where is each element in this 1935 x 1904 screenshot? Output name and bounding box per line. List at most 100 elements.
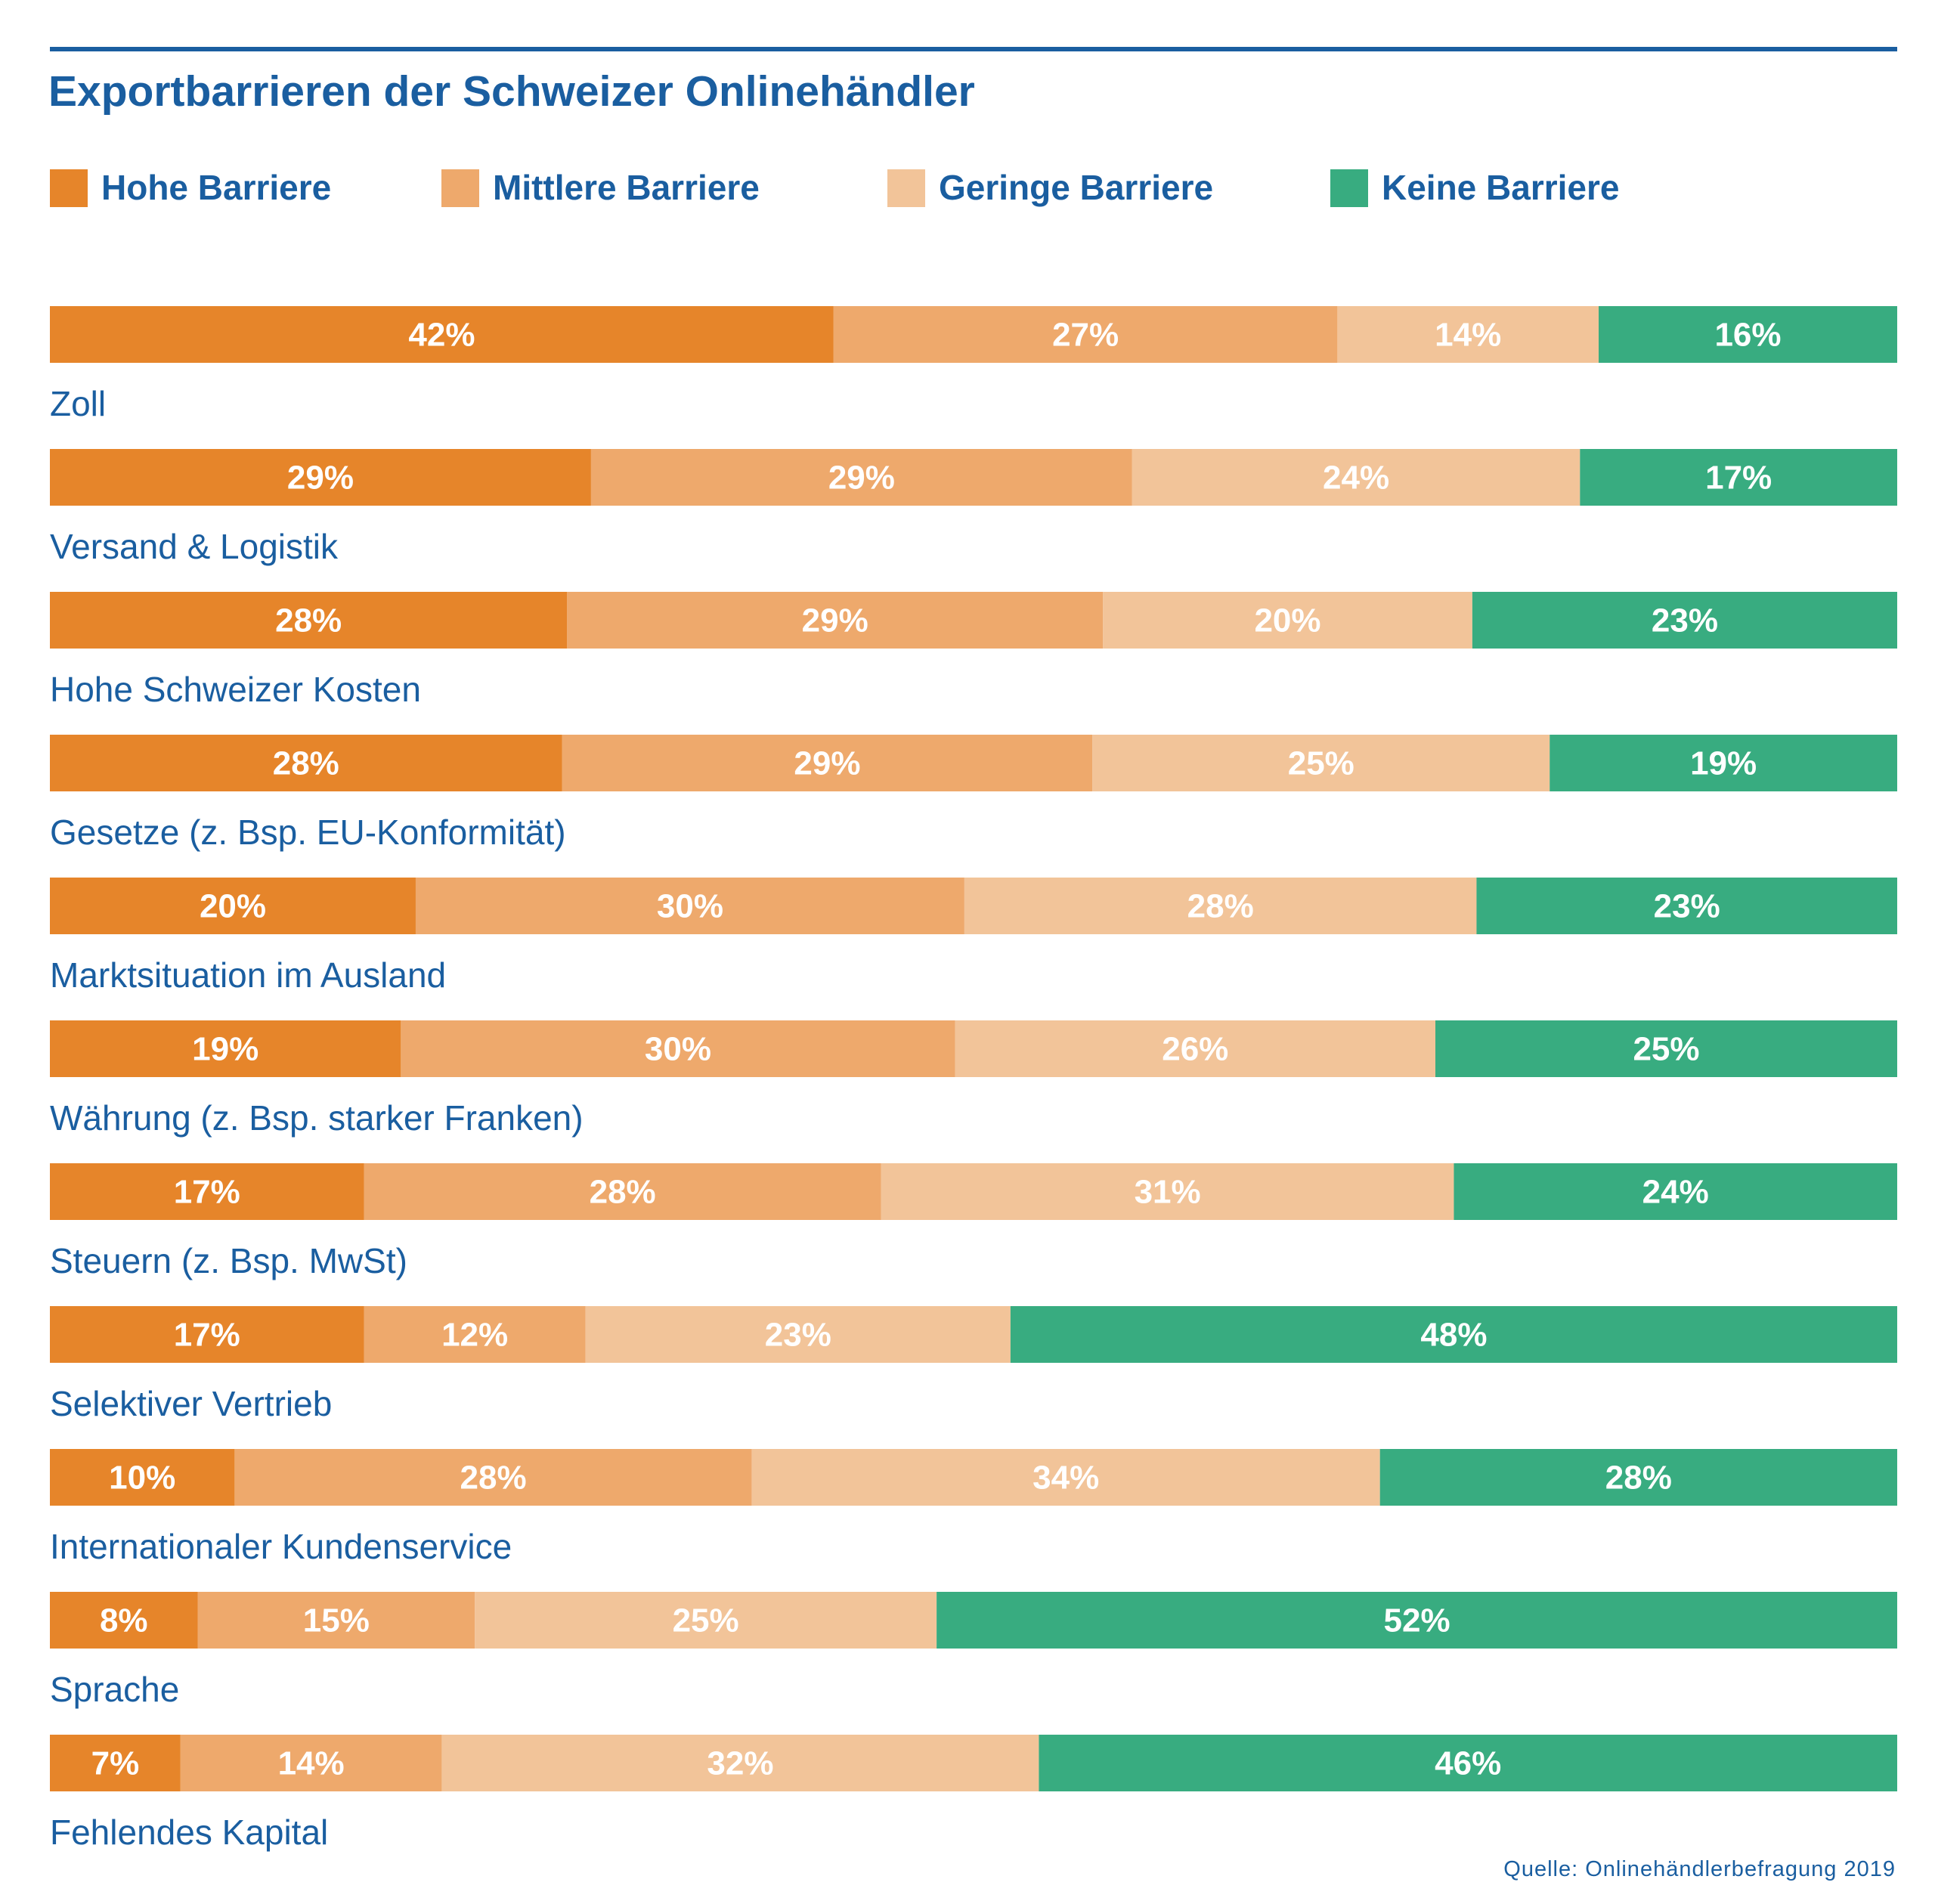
data-label: 16% — [1714, 317, 1781, 354]
bar-segment-keine-barriere — [1580, 449, 1897, 506]
bar-segment-geringe-barriere — [1103, 592, 1472, 649]
bar-segment-geringe-barriere — [751, 1449, 1380, 1506]
legend-label-geringe-barriere: Geringe Barriere — [939, 168, 1213, 207]
bar-segment-keine-barriere — [1379, 1449, 1897, 1506]
data-label: 19% — [1690, 745, 1757, 782]
bar-segment-hohe-barriere — [50, 1449, 235, 1506]
bar-segment-hohe-barriere — [50, 592, 568, 649]
data-label: 24% — [1642, 1174, 1709, 1211]
data-label: 17% — [174, 1174, 240, 1211]
bar-segment-geringe-barriere — [1092, 735, 1550, 791]
legend-label-hohe-barriere: Hohe Barriere — [101, 168, 331, 207]
data-label: 17% — [174, 1317, 240, 1354]
bar-row-waehrung-z-bsp-starker-franken: 19% 30% 26% 25% Währung (z. Bsp. starker Fra… — [50, 1020, 1897, 1138]
bar-segment-geringe-barriere — [955, 1020, 1435, 1077]
category-label: Marktsituation im Ausland — [50, 955, 446, 995]
bar-segment-hohe-barriere — [50, 306, 834, 363]
bar-segment-hohe-barriere — [50, 878, 416, 934]
category-label: Internationaler Kundenservice — [50, 1527, 512, 1566]
bar-segment-mittlere-barriere — [197, 1592, 475, 1649]
category-label: Hohe Schweizer Kosten — [50, 670, 421, 709]
data-label: 23% — [1654, 888, 1720, 925]
category-label: Zoll — [50, 384, 106, 423]
bar-segment-geringe-barriere — [1337, 306, 1599, 363]
bar-segment-hohe-barriere — [50, 735, 562, 791]
data-label: 25% — [1288, 745, 1354, 782]
data-label: 48% — [1420, 1317, 1487, 1354]
data-label: 26% — [1162, 1031, 1228, 1068]
data-label: 14% — [1435, 317, 1501, 354]
data-label: 30% — [657, 888, 723, 925]
data-label: 8% — [100, 1602, 148, 1639]
bar-segment-geringe-barriere — [881, 1163, 1454, 1220]
bar-segment-hohe-barriere — [50, 1020, 401, 1077]
category-label: Versand & Logistik — [50, 527, 339, 566]
bar-row-hohe-schweizer-kosten: 28% 29% 20% 23% Hohe Schweizer Kosten — [50, 592, 1897, 709]
bar-segment-keine-barriere — [1039, 1735, 1897, 1791]
bar-row-zoll: 42% 27% 14% 16% Zoll — [50, 306, 1897, 423]
data-label: 20% — [200, 888, 266, 925]
bar-row-internationaler-kundenservice: 10% 28% 34% 28% Internationaler Kundenservic… — [50, 1449, 1897, 1566]
bar-segment-keine-barriere — [1550, 735, 1897, 791]
legend-swatch-geringe-barriere — [887, 169, 925, 207]
data-label: 23% — [765, 1317, 831, 1354]
bar-segment-mittlere-barriere — [567, 592, 1104, 649]
bar-row-selektiver-vertrieb: 17% 12% 23% 48% Selektiver Vertrieb — [50, 1306, 1897, 1423]
data-label: 25% — [1633, 1031, 1699, 1068]
data-label: 28% — [1187, 888, 1254, 925]
data-label: 27% — [1052, 317, 1119, 354]
category-label: Fehlendes Kapital — [50, 1813, 328, 1852]
data-label: 25% — [673, 1602, 739, 1639]
bar-segment-hohe-barriere — [50, 1306, 364, 1363]
category-label: Gesetze (z. Bsp. EU-Konformität) — [50, 813, 566, 852]
bar-segment-keine-barriere — [1435, 1020, 1897, 1077]
data-label: 19% — [192, 1031, 259, 1068]
bar-segment-geringe-barriere — [441, 1735, 1039, 1791]
bar-row-marktsituation-im-ausland: 20% 30% 28% 23% Marktsituation im Ausland — [50, 878, 1897, 995]
bar-segment-keine-barriere — [1454, 1163, 1897, 1220]
bar-segment-mittlere-barriere — [562, 735, 1093, 791]
data-label: 32% — [707, 1745, 773, 1782]
category-label: Selektiver Vertrieb — [50, 1384, 332, 1423]
data-label: 28% — [1605, 1460, 1672, 1497]
data-label: 42% — [408, 317, 475, 354]
data-label: 29% — [287, 460, 354, 497]
bar-segment-keine-barriere — [1599, 306, 1897, 363]
bar-segment-keine-barriere — [1476, 878, 1897, 934]
category-label: Steuern (z. Bsp. MwSt) — [50, 1241, 407, 1280]
data-label: 14% — [278, 1745, 345, 1782]
data-label: 24% — [1323, 460, 1389, 497]
data-label: 20% — [1254, 602, 1320, 639]
top-rule — [50, 47, 1897, 51]
legend-swatch-hohe-barriere — [50, 169, 88, 207]
bar-segment-mittlere-barriere — [364, 1306, 586, 1363]
data-label: 30% — [645, 1031, 711, 1068]
bar-segment-mittlere-barriere — [234, 1449, 752, 1506]
bar-segment-geringe-barriere — [475, 1592, 937, 1649]
bar-segment-geringe-barriere — [964, 878, 1477, 934]
bar-segment-hohe-barriere — [50, 1735, 181, 1791]
bar-row-gesetze-z-bsp-eu-konformitaet: 28% 29% 25% 19% Gesetze (z. Bsp. EU-Konformi… — [50, 735, 1897, 852]
source-note: Quelle: Onlinehändlerbefragung 2019 — [1503, 1857, 1896, 1881]
bar-row-fehlendes-kapital: 7% 14% 32% 46% Fehlendes Kapital — [50, 1735, 1897, 1852]
data-label: 29% — [794, 745, 860, 782]
bar-segment-keine-barriere — [1010, 1306, 1897, 1363]
bar-segment-hohe-barriere — [50, 1592, 198, 1649]
data-label: 29% — [828, 460, 895, 497]
data-label: 23% — [1652, 602, 1718, 639]
bar-segment-geringe-barriere — [1132, 449, 1581, 506]
data-label: 52% — [1384, 1602, 1450, 1639]
bar-segment-hohe-barriere — [50, 449, 591, 506]
plot-area: 42% 27% 14% 16% Zoll 29% 29% 24% 17% Versand & Lo… — [50, 306, 1897, 1852]
data-label: 15% — [303, 1602, 370, 1639]
legend-swatch-keine-barriere — [1330, 169, 1368, 207]
category-label: Sprache — [50, 1670, 179, 1709]
bar-segment-mittlere-barriere — [590, 449, 1132, 506]
bar-row-sprache: 8% 15% 25% 52% Sprache — [50, 1592, 1897, 1709]
category-label: Währung (z. Bsp. starker Franken) — [50, 1098, 584, 1138]
bar-segment-mittlere-barriere — [833, 306, 1338, 363]
bar-row-versand-logistik: 29% 29% 24% 17% Versand & Logistik — [50, 449, 1897, 566]
bar-segment-mittlere-barriere — [364, 1163, 881, 1220]
chart-title: Exportbarrieren der Schweizer Onlinehänd… — [48, 67, 975, 116]
